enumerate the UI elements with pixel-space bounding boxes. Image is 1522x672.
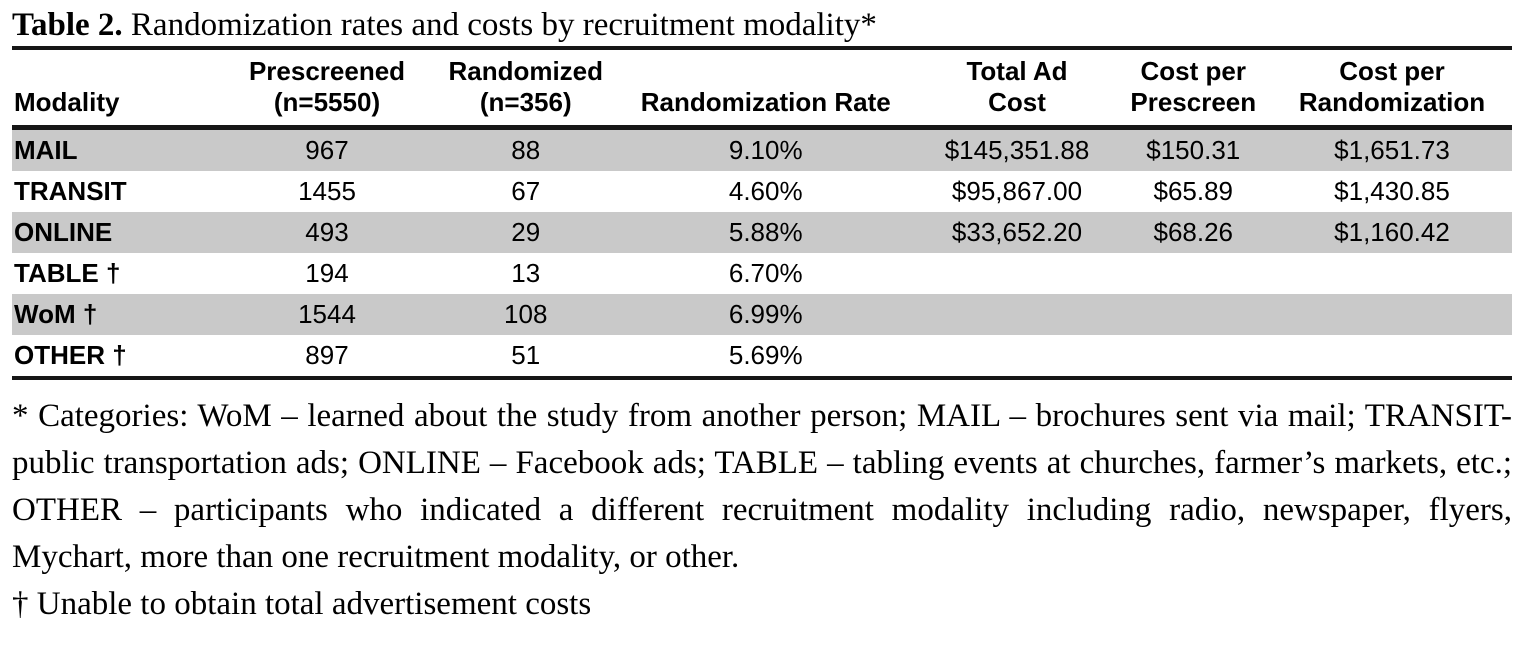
cell-prescreened: 967 — [305, 135, 349, 165]
cell-modality: TRANSIT — [14, 176, 127, 206]
cell-total-ad-cost: $95,867.00 — [951, 176, 1083, 206]
cell-randomization-rate: 4.60% — [728, 176, 803, 206]
footnote-dagger: † Unable to obtain total advertisement c… — [12, 586, 592, 622]
cell-randomized: 88 — [511, 135, 541, 165]
cell-randomization-rate: 5.69% — [612, 335, 920, 380]
cell-cost-per-prescreen — [1114, 335, 1272, 380]
footnotes: * Categories: WoM – learned about the st… — [12, 393, 1512, 628]
cell-randomized: 29 — [511, 217, 541, 247]
cell-randomized: 67 — [511, 176, 541, 206]
table-row-transit: TRANSIT 1455 67 4.60% $95,867.00 $65.89 … — [12, 171, 1512, 212]
cell-total-ad-cost — [919, 335, 1115, 380]
cell-cost-per-randomization: $1,430.85 — [1334, 176, 1450, 206]
table-row-table: TABLE † 194 13 6.70% — [12, 253, 1512, 294]
cell-randomized: 51 — [439, 335, 612, 380]
table-row-mail: MAIL 967 88 9.10% $145,351.88 $150.31 $1… — [12, 127, 1512, 171]
cell-randomization-rate: 9.10% — [728, 135, 803, 165]
header-cell-total-ad-cost: Total Ad Cost — [919, 48, 1115, 130]
cell-total-ad-cost: $33,652.20 — [951, 217, 1083, 247]
cell-cost-per-prescreen: $65.89 — [1153, 176, 1234, 206]
header-row: Modality Prescreened (n=5550) Randomized… — [12, 48, 1512, 130]
cell-cost-per-prescreen: $150.31 — [1146, 135, 1241, 165]
cell-cost-per-prescreen: $68.26 — [1153, 217, 1234, 247]
table-row-wom: WoM † 1544 108 6.99% — [12, 294, 1512, 335]
cell-cost-per-randomization: $1,651.73 — [1334, 135, 1450, 165]
header-cell-prescreened: Prescreened (n=5550) — [214, 48, 440, 130]
cell-randomization-rate: 5.88% — [728, 217, 803, 247]
header-cell-cost-per-randomization: Cost per Randomization — [1272, 48, 1512, 130]
table-caption: Table 2. Randomization rates and costs b… — [12, 4, 1512, 46]
cell-prescreened: 1544 — [298, 299, 356, 329]
cell-randomized: 13 — [511, 258, 541, 288]
header-cell-cost-per-prescreen: Cost per Prescreen — [1114, 48, 1272, 130]
cell-randomization-rate: 6.99% — [728, 299, 803, 329]
cell-cost-per-randomization — [1272, 253, 1512, 294]
cell-modality: ONLINE — [14, 217, 113, 247]
table-row-online: ONLINE 493 29 5.88% $33,652.20 $68.26 $1… — [12, 212, 1512, 253]
footnote-categories: * Categories: WoM – learned about the st… — [12, 398, 1512, 575]
cell-modality: MAIL — [14, 135, 78, 165]
table-caption-text: Randomization rates and costs by recruit… — [122, 7, 877, 43]
cell-randomization-rate: 6.70% — [728, 258, 803, 288]
table-caption-label: Table 2. — [12, 7, 123, 43]
cell-prescreened: 897 — [214, 335, 440, 380]
cell-cost-per-prescreen — [1115, 294, 1273, 335]
cell-cost-per-randomization — [1272, 294, 1512, 335]
cell-cost-per-randomization: $1,160.42 — [1334, 217, 1450, 247]
cell-modality: WoM † — [14, 299, 98, 329]
cell-cost-per-prescreen — [1115, 253, 1273, 294]
cell-prescreened: 493 — [305, 217, 349, 247]
cell-modality: TABLE † — [14, 258, 121, 288]
recruitment-modality-table: Modality Prescreened (n=5550) Randomized… — [12, 46, 1512, 380]
cell-modality: OTHER † — [12, 335, 215, 380]
cell-total-ad-cost: $145,351.88 — [944, 135, 1090, 165]
cell-cost-per-randomization — [1272, 335, 1512, 380]
table-row-other: OTHER † 897 51 5.69% — [12, 335, 1512, 380]
cell-randomized: 108 — [504, 299, 548, 329]
cell-total-ad-cost — [920, 294, 1115, 335]
cell-prescreened: 1455 — [298, 176, 356, 206]
header-cell-randomized: Randomized (n=356) — [439, 48, 612, 130]
cell-total-ad-cost — [920, 253, 1115, 294]
header-cell-randomization-rate: Randomization Rate — [612, 48, 920, 130]
header-cell-modality: Modality — [12, 48, 215, 130]
cell-prescreened: 194 — [305, 258, 349, 288]
